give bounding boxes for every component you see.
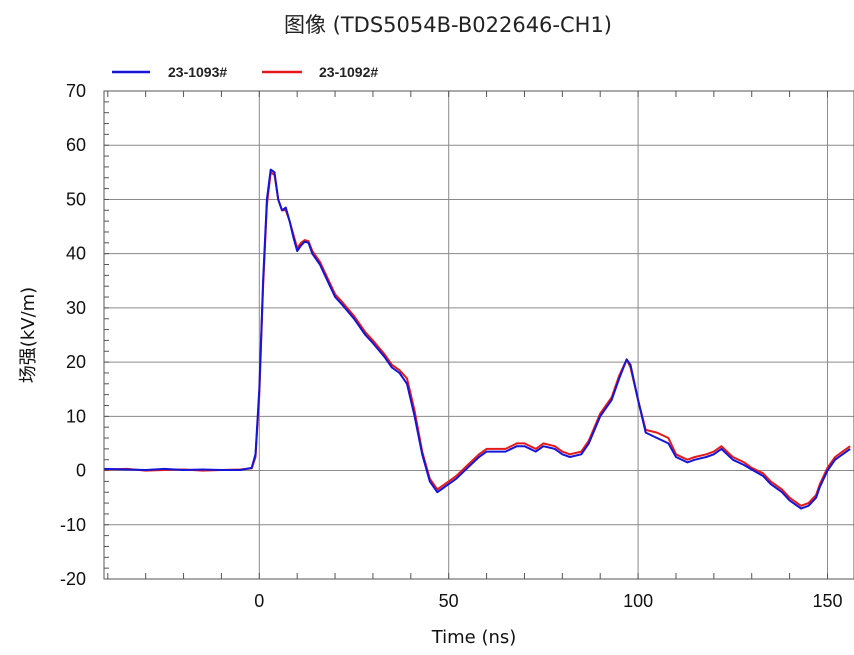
- y-tick-label: 30: [66, 298, 86, 318]
- series-line-1: [103, 168, 851, 510]
- tick-labels: 0 50 100 150 -20 -10 0 10 20 30 40 50 60 70: [60, 81, 843, 611]
- grid: [104, 90, 854, 580]
- x-axis-label: Time (ns): [431, 627, 517, 648]
- x-tick-label: 100: [623, 591, 653, 611]
- y-tick-label: 40: [66, 244, 86, 264]
- y-tick-label: 60: [66, 135, 86, 155]
- legend: 23-1093# 23-1092#: [112, 64, 378, 80]
- minor-ticks: [104, 90, 828, 580]
- series-layer: [103, 168, 851, 510]
- y-tick-label: 10: [66, 406, 86, 426]
- x-tick-label: 0: [254, 591, 264, 611]
- y-tick-label: 20: [66, 352, 86, 372]
- y-tick-label: 50: [66, 189, 86, 209]
- y-tick-label: -20: [60, 569, 86, 589]
- legend-label-series-2: 23-1092#: [319, 64, 378, 80]
- x-tick-label: 50: [439, 591, 459, 611]
- plot-frame: [103, 90, 854, 580]
- x-tick-label: 150: [812, 591, 842, 611]
- y-axis-label: 场强(kV/m): [18, 287, 39, 383]
- y-tick-label: -10: [60, 515, 86, 535]
- legend-label-series-1: 23-1093#: [168, 64, 227, 80]
- y-tick-label: 0: [76, 461, 86, 481]
- chart-title: 图像 (TDS5054B-B022646-CH1): [284, 13, 612, 37]
- y-tick-label: 70: [66, 81, 86, 101]
- plot-area: [104, 91, 854, 579]
